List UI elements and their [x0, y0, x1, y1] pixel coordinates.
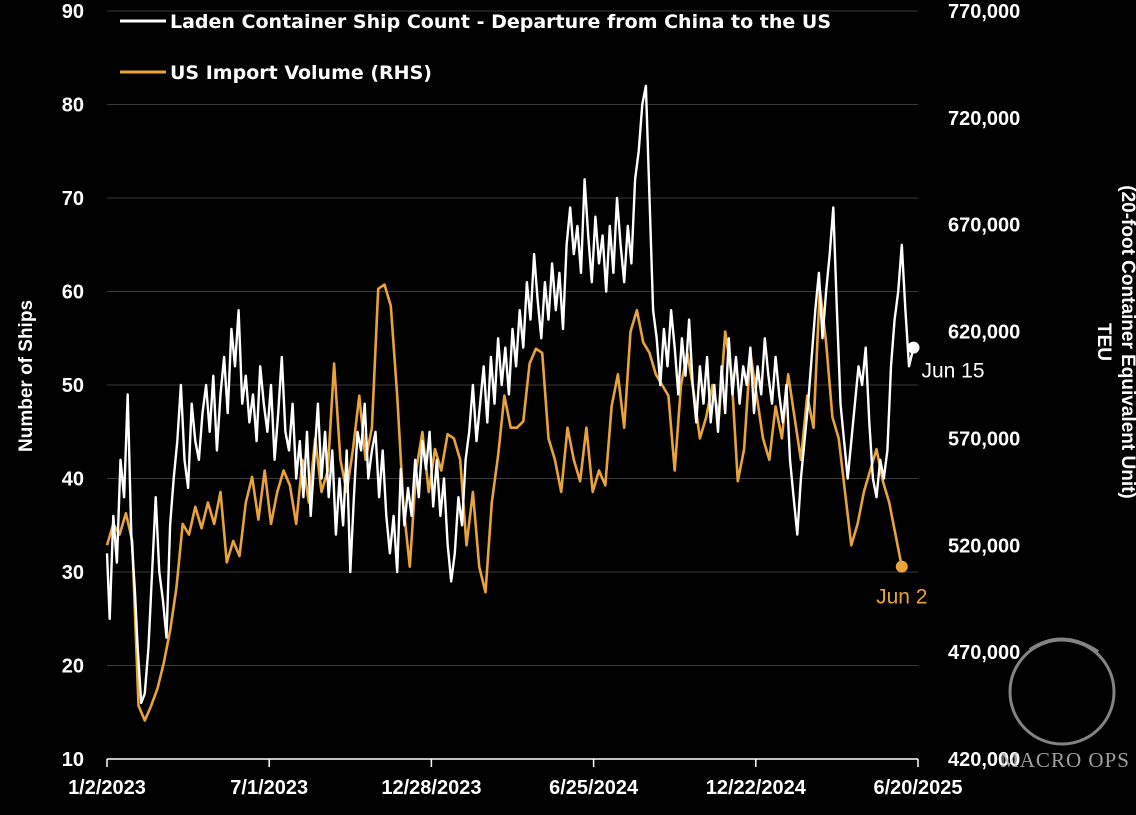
series-line-ship-count — [105, 84, 915, 705]
y-axis-right: 420,000 470,000 520,000 570,000 620,000 670,0… — [948, 1, 1020, 771]
annotations: Jun 15 Jun 2 — [876, 341, 985, 609]
y-tick-label: 30 — [62, 562, 84, 584]
x-axis: 1/2/2023 7/1/2023 12/28/2023 6/25/2024 12/22… — [68, 758, 963, 799]
y-tick-label: 20 — [62, 656, 84, 678]
legend-label-import-volume: US Import Volume (RHS) — [170, 62, 432, 84]
y2-tick-label: 620,000 — [948, 322, 1020, 344]
series-layer — [105, 84, 915, 722]
y-tick-label: 90 — [62, 1, 84, 23]
series-line-import-volume — [105, 283, 904, 722]
y-tick-label: 50 — [62, 375, 84, 397]
y-axis-label: Number of Ships — [16, 300, 37, 452]
y2-axis-label-line1: TEU — [1093, 323, 1114, 361]
legend-label-ship-count: Laden Container Ship Count - Departure f… — [170, 11, 831, 33]
y-tick-label: 70 — [62, 188, 84, 210]
y2-axis-label-line2: (20-foot Container Equivalent Unit) — [1117, 185, 1136, 499]
x-tick-label: 12/28/2023 — [381, 777, 481, 799]
y2-tick-label: 770,000 — [948, 1, 1020, 23]
legend: Laden Container Ship Count - Departure f… — [120, 11, 831, 84]
watermark-logo: MACRO OPS — [1000, 637, 1130, 772]
endpoint-marker-import-volume — [895, 560, 908, 573]
watermark-circle-icon — [1008, 638, 1116, 746]
y2-tick-label: 420,000 — [948, 749, 1020, 771]
x-tick-label: 1/2/2023 — [68, 777, 146, 799]
watermark-text: MACRO OPS — [1000, 748, 1130, 772]
y-tick-label: 10 — [62, 749, 84, 771]
y-tick-label: 40 — [62, 469, 84, 491]
endpoint-marker-ship-count — [907, 341, 920, 354]
annotation-label-import-volume: Jun 2 — [876, 586, 927, 609]
x-tick-label: 7/1/2023 — [230, 777, 308, 799]
x-tick-label: 6/20/2025 — [874, 777, 963, 799]
y2-tick-label: 670,000 — [948, 215, 1020, 237]
x-tick-label: 12/22/2024 — [706, 777, 807, 799]
y2-tick-label: 720,000 — [948, 108, 1020, 130]
y-tick-label: 80 — [62, 95, 84, 117]
annotation-label-ship-count: Jun 15 — [921, 360, 984, 383]
watermark-brush-icon — [1028, 637, 1100, 654]
y2-tick-label: 520,000 — [948, 535, 1020, 557]
y-tick-label: 60 — [62, 282, 84, 304]
y2-tick-label: 570,000 — [948, 428, 1020, 450]
x-tick-label: 6/25/2024 — [549, 777, 639, 799]
y-axis-left: 10 20 30 40 50 60 70 80 90 — [62, 1, 84, 771]
y2-tick-label: 470,000 — [948, 642, 1020, 664]
